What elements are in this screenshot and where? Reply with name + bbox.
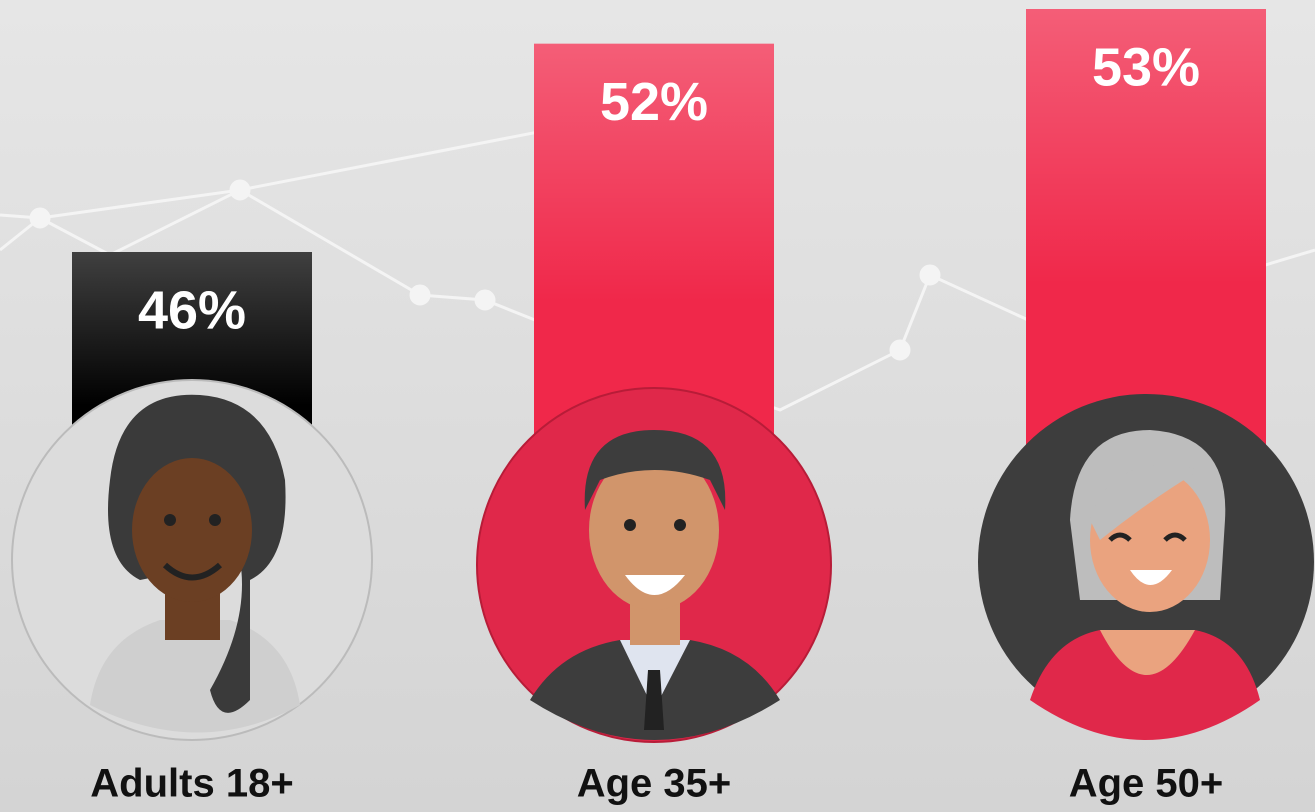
value-label: 53% <box>1092 37 1200 97</box>
value-label: 52% <box>600 72 708 132</box>
chart: 46% Adults 18+ 52% Age 35+ 53% Age 50+ <box>0 0 1315 812</box>
avatar-adult <box>12 380 372 740</box>
avatar-35 <box>477 388 831 742</box>
category-label: Adults 18+ <box>90 762 293 806</box>
value-label: 46% <box>138 280 246 340</box>
category-label: Age 35+ <box>577 762 732 806</box>
category-label: Age 50+ <box>1069 762 1224 806</box>
